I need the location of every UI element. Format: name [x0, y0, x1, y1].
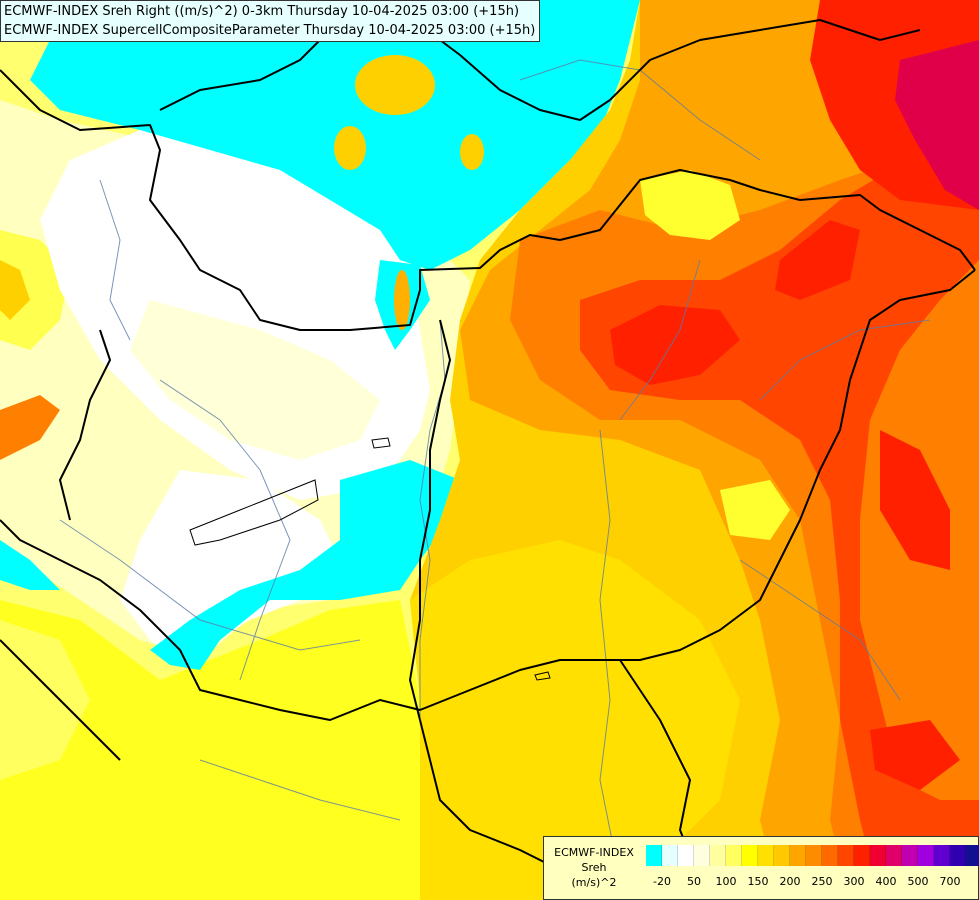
border-czech-austria	[0, 69, 976, 331]
river-8	[199, 759, 401, 821]
cyan-north	[30, 0, 640, 270]
border-sw	[0, 639, 121, 761]
river-3	[619, 259, 701, 421]
river-9	[99, 179, 131, 341]
legend-swatch	[886, 845, 902, 866]
cyan-west-strip	[0, 540, 60, 590]
red-core-east	[880, 430, 950, 570]
legend-swatch	[870, 845, 886, 866]
gold-central-south	[410, 540, 740, 900]
title-line-2: ECMWF-INDEX SupercellCompositeParameter …	[4, 23, 536, 38]
legend-swatch	[790, 845, 806, 866]
yellow-southwest	[0, 600, 430, 900]
yellow-blob-3	[355, 55, 435, 115]
lake-balaton	[189, 479, 319, 546]
color-legend: ECMWF-INDEX Sreh (m/s)^2 -20 50 100 150 200 2…	[543, 836, 979, 900]
map-title-box: ECMWF-INDEX Sreh Right ((m/s)^2) 0-3km T…	[0, 0, 541, 42]
orange-blob-col	[394, 270, 410, 330]
legend-swatch	[774, 845, 790, 866]
legend-tick-label: 400	[875, 875, 897, 888]
legend-tick-label: -20	[653, 875, 671, 888]
legend-tick-label: 100	[715, 875, 737, 888]
border-hungary-south	[419, 269, 976, 711]
cyan-southwest-band	[150, 460, 460, 670]
legend-swatch	[742, 845, 758, 866]
magenta-northeast	[895, 40, 979, 210]
legend-swatch	[758, 845, 774, 866]
river-2	[599, 429, 621, 881]
legend-title-model: ECMWF-INDEX	[554, 846, 634, 859]
title-line-1: ECMWF-INDEX Sreh Right ((m/s)^2) 0-3km T…	[4, 4, 520, 19]
legend-swatch	[918, 845, 934, 866]
legend-swatch	[806, 845, 822, 866]
legend-swatch	[950, 845, 966, 866]
legend-tick-label: 50	[687, 875, 701, 888]
yellow-pocket-east	[720, 480, 790, 540]
legend-tick-label: 250	[811, 875, 833, 888]
legend-swatch	[854, 845, 870, 866]
legend-swatch	[934, 845, 950, 866]
red-core-se	[870, 720, 960, 790]
legend-swatches	[646, 845, 979, 866]
river-10	[759, 319, 931, 401]
border-west-inner	[59, 329, 111, 521]
legend-tick-label: 150	[747, 875, 769, 888]
border-slovenia-croatia	[0, 519, 421, 721]
legend-tick-label: 500	[907, 875, 929, 888]
legend-title: ECMWF-INDEX Sreh (m/s)^2	[544, 845, 644, 890]
border-austria-hungary	[409, 319, 451, 721]
legend-swatch	[902, 845, 918, 866]
river-5	[59, 519, 361, 651]
legend-tick-label: 300	[843, 875, 865, 888]
legend-swatch	[646, 845, 662, 866]
red-core-ne	[775, 220, 860, 300]
legend-swatch	[966, 845, 979, 866]
legend-swatch	[838, 845, 854, 866]
border-north-ext	[609, 19, 921, 101]
legend-swatch	[678, 845, 694, 866]
legend-swatch	[694, 845, 710, 866]
legend-tick-label: 200	[779, 875, 801, 888]
legend-tick-label: 700	[939, 875, 961, 888]
orange-pocket-west	[0, 395, 60, 460]
yellow-southwest-inner	[0, 620, 90, 780]
yellow-blob-2	[460, 134, 484, 170]
legend-title-unit: (m/s)^2	[571, 876, 617, 889]
legend-swatch	[726, 845, 742, 866]
lake-small	[371, 437, 391, 449]
legend-swatch	[822, 845, 838, 866]
cream-inner	[130, 300, 380, 460]
yellow-blob-1	[334, 126, 366, 170]
yellow-pocket-north	[640, 170, 740, 240]
white-blob-1	[346, 272, 374, 292]
gold-pocket-west	[0, 260, 30, 320]
legend-swatch	[662, 845, 678, 866]
river-4	[159, 379, 291, 681]
red-core-central	[610, 305, 740, 385]
legend-swatch	[710, 845, 726, 866]
lake-small-2	[534, 671, 551, 681]
legend-title-param: Sreh	[581, 861, 607, 874]
